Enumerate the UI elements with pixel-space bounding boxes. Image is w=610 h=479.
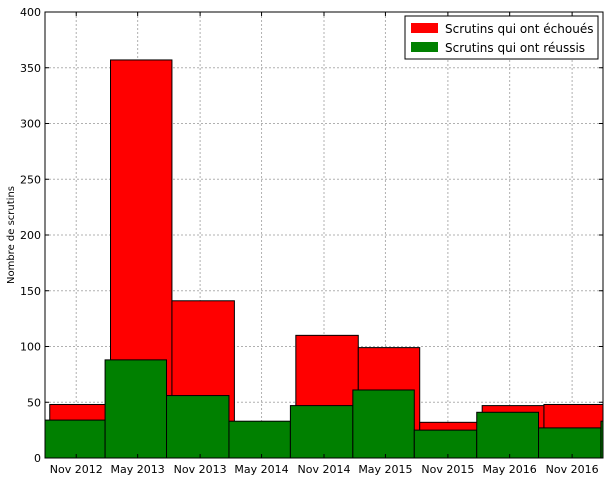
bar-passed <box>228 420 291 459</box>
y-tick-label: 0 <box>34 452 41 465</box>
x-tick-label: Nov 2012 <box>50 463 103 476</box>
bar-passed <box>44 419 106 459</box>
bar-passed <box>476 411 540 459</box>
x-tick-label: May 2015 <box>358 463 412 476</box>
legend-swatch <box>411 42 438 52</box>
x-tick-label: Nov 2013 <box>174 463 227 476</box>
y-tick-label: 300 <box>20 118 41 131</box>
y-tick-label: 250 <box>20 173 41 186</box>
y-axis-title: Nombre de scrutins <box>6 186 17 284</box>
legend-label: Scrutins qui ont échoués <box>445 22 593 36</box>
x-tick-label: Nov 2014 <box>298 463 351 476</box>
bar-passed <box>413 429 478 459</box>
x-tick-label: Nov 2015 <box>421 463 474 476</box>
bar-passed <box>289 405 354 459</box>
bars <box>44 59 604 459</box>
x-tick-label: May 2014 <box>234 463 288 476</box>
x-tick-label: May 2016 <box>483 463 537 476</box>
axis-ticks: 0 50 100 150 200 250 300 350 400 Nov 2012 May 2013… <box>20 6 603 476</box>
legend-label: Scrutins qui ont réussis <box>445 41 585 55</box>
y-tick-label: 350 <box>20 62 41 75</box>
y-tick-label: 100 <box>20 341 41 354</box>
legend: Scrutins qui ont échoués Scrutins qui ont… <box>404 15 599 60</box>
x-tick-label: May 2013 <box>111 463 165 476</box>
bar-passed <box>538 427 602 459</box>
y-tick-label: 50 <box>27 396 41 409</box>
y-tick-label: 200 <box>20 229 41 242</box>
bar-passed <box>104 359 168 459</box>
bar-passed <box>352 389 415 459</box>
y-tick-label: 150 <box>20 285 41 298</box>
bar-passed <box>166 395 230 459</box>
x-tick-label: Nov 2016 <box>546 463 599 476</box>
y-tick-label: 400 <box>20 6 41 19</box>
legend-swatch <box>411 23 438 33</box>
